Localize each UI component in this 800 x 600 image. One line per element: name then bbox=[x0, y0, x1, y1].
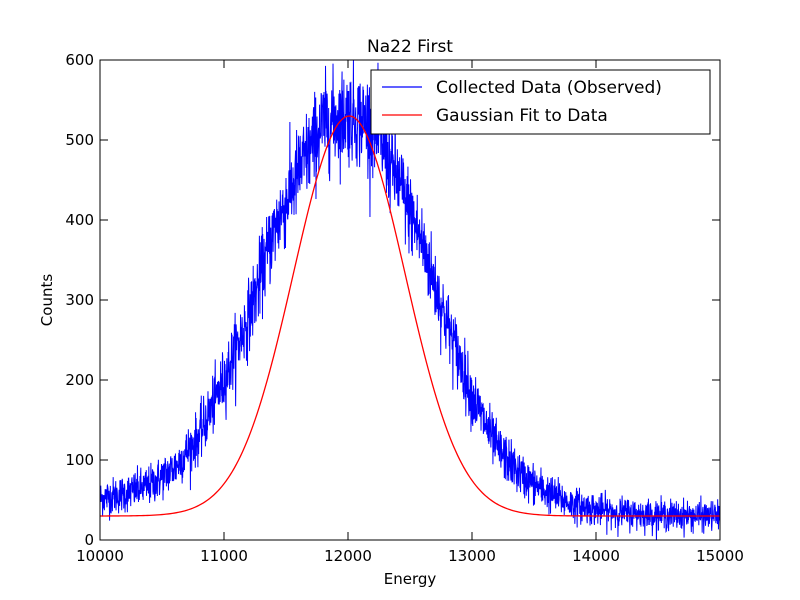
x-axis-label: Energy bbox=[384, 570, 437, 588]
y-tick-label: 100 bbox=[65, 451, 94, 469]
x-tick-label: 14000 bbox=[572, 547, 620, 565]
legend-label: Collected Data (Observed) bbox=[436, 78, 662, 98]
y-tick-label: 600 bbox=[65, 51, 94, 69]
legend: Collected Data (Observed) Gaussian Fit to… bbox=[370, 69, 711, 135]
legend-label: Gaussian Fit to Data bbox=[436, 106, 608, 126]
y-tick-label: 0 bbox=[84, 531, 94, 549]
series-observed-line bbox=[100, 60, 720, 540]
legend-box bbox=[370, 69, 711, 135]
y-tick-label: 500 bbox=[65, 131, 94, 149]
y-axis-label: Counts bbox=[38, 274, 56, 327]
x-tick-label: 11000 bbox=[200, 547, 248, 565]
y-tick-label: 300 bbox=[65, 291, 94, 309]
x-tick-label: 12000 bbox=[324, 547, 372, 565]
x-tick-label: 13000 bbox=[448, 547, 496, 565]
x-tick-label: 10000 bbox=[76, 547, 124, 565]
x-tick-label: 15000 bbox=[696, 547, 744, 565]
y-tick-label: 400 bbox=[65, 211, 94, 229]
chart-title: Na22 First bbox=[367, 37, 453, 57]
series-fit-line bbox=[100, 115, 720, 517]
y-tick-label: 200 bbox=[65, 371, 94, 389]
